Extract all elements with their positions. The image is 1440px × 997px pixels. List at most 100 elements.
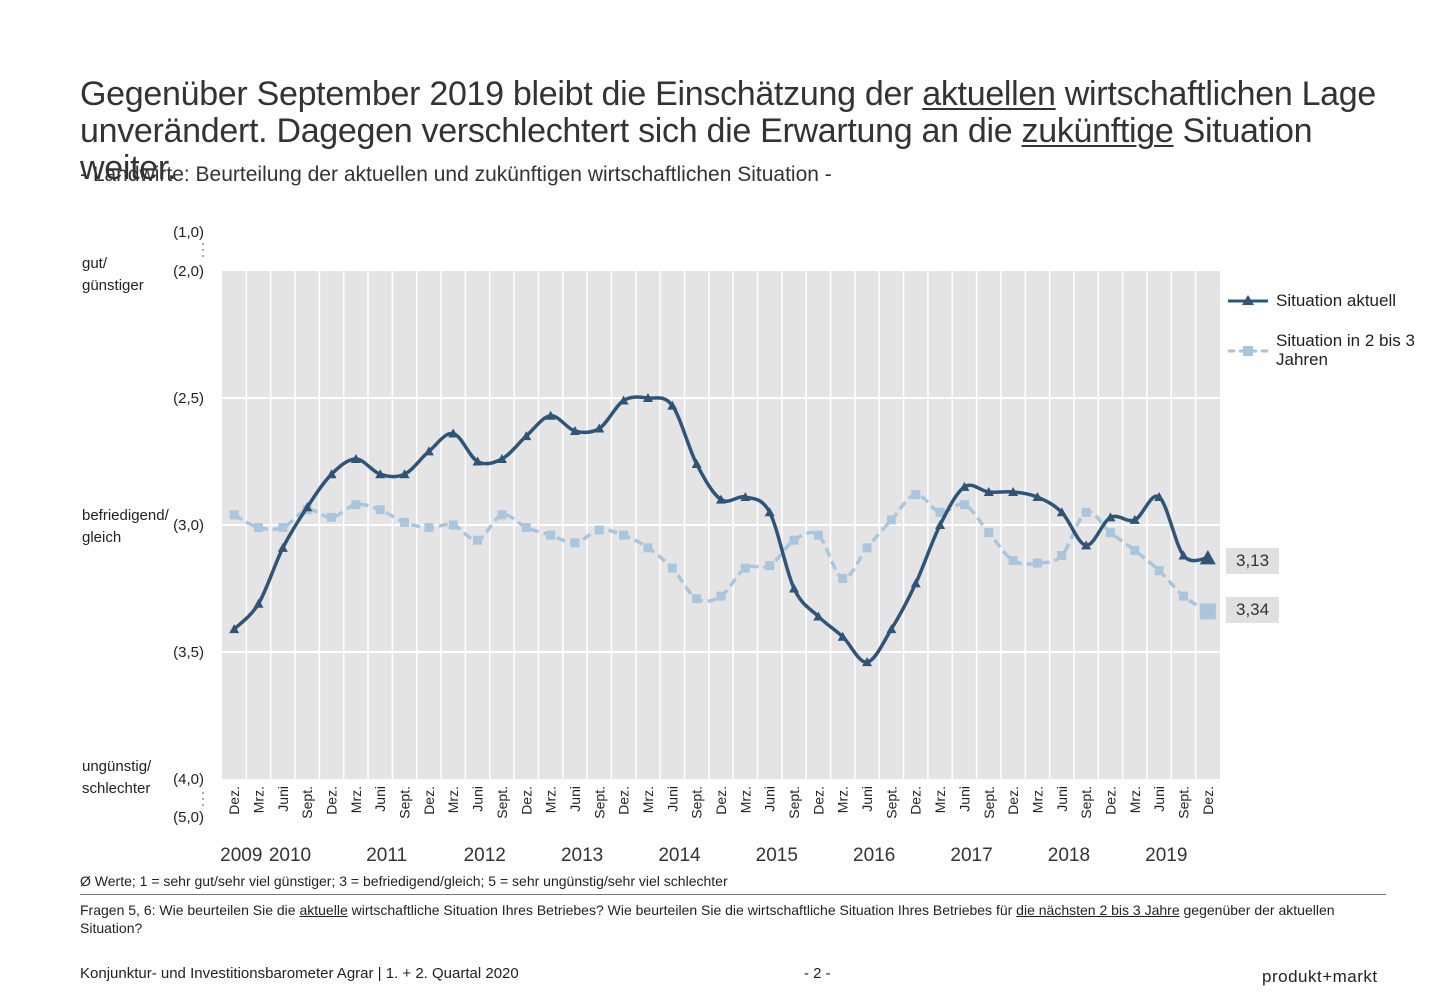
- x-tick-label: Juni: [762, 786, 778, 812]
- x-tick-label: Juni: [1151, 786, 1167, 812]
- data-point-aktuell: [740, 492, 751, 502]
- x-tick-label: Dez.: [810, 786, 826, 815]
- legend-marker-zukunft: [1243, 346, 1253, 356]
- data-point-zukunft: [375, 505, 385, 515]
- data-point-aktuell: [983, 486, 994, 496]
- y-tick-label: (3,0): [173, 517, 204, 534]
- x-tick-label: Sept.: [883, 786, 899, 819]
- page-number: - 2 -: [804, 965, 831, 982]
- axis-break-dot: [202, 243, 204, 245]
- data-point-zukunft: [1105, 528, 1115, 538]
- x-tick-label: Juni: [664, 786, 680, 812]
- page-subtitle: - Landwirte: Beurteilung der aktuellen u…: [80, 163, 832, 186]
- x-tick-label: Sept.: [299, 786, 315, 819]
- data-point-aktuell: [277, 542, 288, 552]
- data-point-zukunft: [400, 517, 410, 527]
- data-point-aktuell: [229, 624, 240, 634]
- x-year-label: 2014: [658, 845, 701, 866]
- x-year-label: 2012: [464, 845, 506, 866]
- x-tick-label: Dez.: [713, 786, 729, 815]
- data-point-zukunft: [692, 594, 702, 604]
- data-point-aktuell: [618, 395, 629, 405]
- x-tick-label: Dez.: [616, 786, 632, 815]
- data-point-aktuell: [1056, 507, 1067, 517]
- data-point-zukunft: [594, 525, 604, 535]
- x-tick-label: Mrz.: [1127, 786, 1143, 813]
- data-point-zukunft: [278, 523, 288, 533]
- data-point-zukunft: [229, 510, 239, 520]
- x-tick-label: Dez.: [421, 786, 437, 815]
- title-text: unverändert. Dagegen verschlechtert sich…: [80, 112, 1022, 150]
- x-tick-label: Mrz.: [251, 786, 267, 813]
- y-tick-label: (1,0): [173, 224, 204, 241]
- data-point-aktuell: [472, 456, 483, 466]
- x-tick-label: Dez.: [1005, 786, 1021, 815]
- brand-logo: produkt+markt: [1262, 967, 1378, 986]
- x-year-label: 2017: [950, 845, 992, 866]
- data-point-zukunft: [448, 520, 458, 530]
- data-point-zukunft: [570, 538, 580, 548]
- data-point-zukunft: [546, 530, 556, 540]
- data-point-aktuell: [594, 423, 605, 433]
- data-point-zukunft: [813, 530, 823, 540]
- data-point-zukunft: [424, 523, 434, 533]
- x-tick-label: Mrz.: [835, 786, 851, 813]
- x-tick-label: Dez.: [1102, 786, 1118, 815]
- axis-break-dot: [202, 255, 204, 257]
- x-year-label: 2013: [561, 845, 603, 866]
- data-point-zukunft: [619, 530, 629, 540]
- data-point-zukunft: [716, 591, 726, 601]
- y-tick-label: (2,0): [173, 263, 204, 280]
- x-year-label: 2019: [1145, 845, 1187, 866]
- data-point-zukunft: [1130, 545, 1140, 555]
- footer-source: Konjunktur- und Investitionsbarometer Ag…: [80, 965, 519, 982]
- data-point-zukunft: [327, 512, 337, 522]
- end-value-label-aktuell: 3,13: [1226, 548, 1280, 574]
- legend-label-aktuell: Situation aktuell: [1276, 291, 1397, 310]
- data-point-zukunft: [521, 523, 531, 533]
- data-point-zukunft: [351, 500, 361, 510]
- data-point-aktuell: [813, 611, 824, 621]
- axis-break-dot: [202, 249, 204, 251]
- page-title: Gegenüber September 2019 bleibt die Eins…: [80, 76, 1400, 187]
- data-point-aktuell: [691, 459, 702, 469]
- x-tick-label: Dez.: [908, 786, 924, 815]
- x-tick-label: Juni: [567, 786, 583, 812]
- data-point-zukunft: [643, 543, 653, 553]
- x-tick-label: Mrz.: [737, 786, 753, 813]
- data-point-aktuell: [1008, 486, 1019, 496]
- y-category-label-top: gut/günstiger: [82, 255, 144, 294]
- x-year-label: 2018: [1048, 845, 1090, 866]
- data-point-zukunft: [1178, 591, 1188, 601]
- axis-break-dot: [202, 804, 204, 806]
- axis-break-dot: [202, 792, 204, 794]
- data-point-aktuell: [399, 469, 410, 479]
- x-tick-label: Juni: [372, 786, 388, 812]
- x-tick-label: Juni: [859, 786, 875, 812]
- x-tick-label: Mrz.: [445, 786, 461, 813]
- data-point-aktuell: [326, 469, 337, 479]
- x-tick-label: Sept.: [786, 786, 802, 819]
- data-point-zukunft: [935, 507, 945, 517]
- y-category-label-bottom: ungünstig/schlechter: [82, 758, 152, 797]
- data-point-aktuell: [448, 428, 459, 438]
- data-point-zukunft: [1008, 556, 1018, 566]
- x-year-label: 2011: [366, 845, 407, 866]
- y-category-label-mid: befriedigend/gleich: [82, 507, 169, 546]
- y-tick-label: (5,0): [173, 809, 204, 826]
- x-tick-label: Sept.: [494, 786, 510, 819]
- data-point-zukunft: [1081, 507, 1091, 517]
- data-point-zukunft: [667, 563, 677, 573]
- data-point-aktuell: [375, 469, 386, 479]
- data-point-aktuell: [1154, 492, 1165, 502]
- data-point-aktuell: [1129, 514, 1140, 524]
- title-text: Gegenüber September 2019 bleibt die Eins…: [80, 75, 923, 113]
- x-tick-label: Mrz.: [932, 786, 948, 813]
- x-tick-label: Sept.: [397, 786, 413, 819]
- x-tick-label: Dez.: [518, 786, 534, 815]
- x-tick-label: Dez.: [1200, 786, 1216, 815]
- data-point-aktuell: [496, 453, 507, 463]
- data-point-zukunft: [886, 515, 896, 525]
- data-point-aktuell: [350, 453, 361, 463]
- data-point-aktuell: [837, 631, 848, 641]
